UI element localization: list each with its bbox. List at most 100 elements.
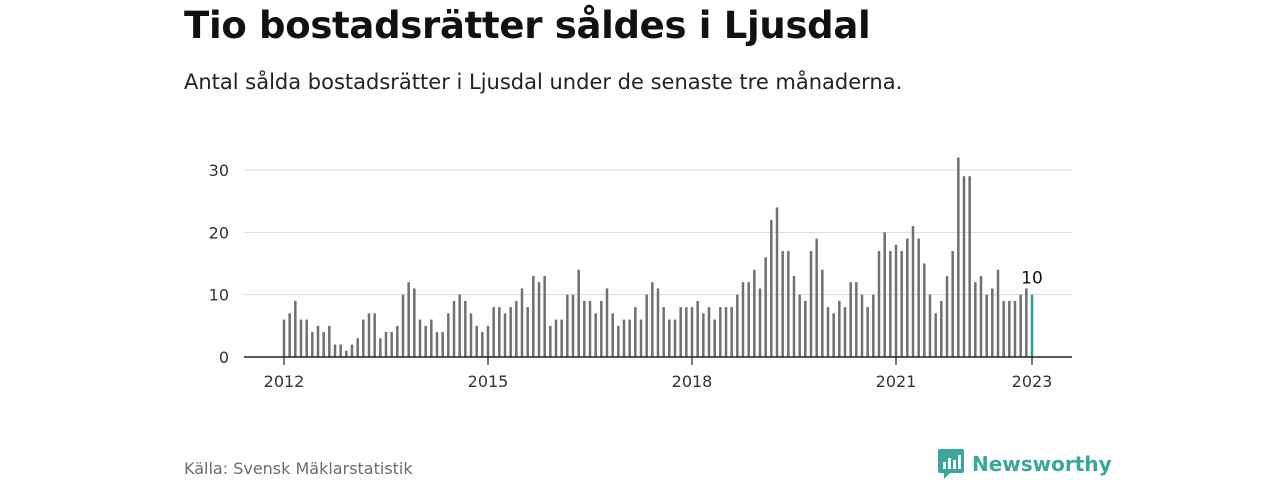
bar [860,294,864,357]
bar [1025,288,1028,357]
bar [435,332,439,357]
bar [872,294,875,357]
bar [1019,294,1022,357]
bar [826,307,830,357]
bar [339,344,342,357]
bar [299,319,303,357]
newsworthy-logo-icon [938,449,964,479]
y-tick-label: 20 [209,223,229,242]
bar [498,307,501,357]
bar [282,319,286,357]
gridlines [244,169,1072,296]
bar [560,319,563,357]
bar [492,307,495,357]
bar [464,300,467,357]
bar [458,294,461,357]
bar [588,300,592,357]
brand-name: Newsworthy [972,452,1112,476]
bar [832,313,835,357]
bar [934,313,937,357]
bar [441,332,444,357]
bar [401,294,405,357]
bar [991,288,994,357]
bar [622,319,626,357]
bar [1008,300,1011,357]
bar [713,319,716,357]
bar [628,319,631,357]
bar [685,307,688,357]
bar [770,219,773,357]
bar [741,282,745,357]
x-tick-label: 2021 [876,372,917,391]
bar [294,300,297,357]
bar [316,325,320,357]
bar [798,294,801,357]
bar [696,300,699,357]
bar [957,157,960,357]
bar [866,307,869,357]
bar [566,294,569,357]
bar [838,300,841,357]
bar [968,176,971,357]
last-value-label: 10 [1021,269,1043,289]
y-tick-label: 10 [209,286,229,305]
bar [747,282,750,357]
bar [673,319,677,357]
bar [503,313,507,357]
bar [962,176,966,357]
bar [804,300,807,357]
bar [532,275,535,357]
bar-highlight [1030,294,1034,357]
bar [639,319,643,357]
bar [781,251,784,357]
bar [418,319,422,357]
bar [373,313,376,357]
bar [430,319,433,357]
bar [877,251,881,357]
bar [945,275,949,357]
bar [974,282,977,357]
bar [407,282,410,357]
bar [311,332,314,357]
bar [384,332,388,357]
bar [333,344,337,357]
bar [809,251,813,357]
bar [979,275,983,357]
bar [730,307,733,357]
bar [855,282,858,357]
bar [894,244,898,357]
bar [883,232,886,357]
bar [911,226,915,357]
bar [554,319,558,357]
bar [1002,300,1005,357]
bar [322,332,325,357]
bars [282,157,1034,357]
source-note: Källa: Svensk Mäklarstatistik [184,459,413,478]
bar [923,263,926,357]
bar [928,294,932,357]
bar [940,300,943,357]
bar [690,307,694,357]
bar [951,251,954,357]
bar [515,300,518,357]
bar [390,332,393,357]
bar [424,325,427,357]
bar [413,288,416,357]
bar [549,325,552,357]
bar [707,307,711,357]
y-tick-label: 30 [209,161,229,180]
bar [645,294,648,357]
bar [362,319,365,357]
bar [843,307,847,357]
bar [764,257,767,357]
bar [611,313,614,357]
bar [526,307,529,357]
brand-logo[interactable]: Newsworthy [938,449,1112,479]
bar [594,313,597,357]
bar [662,307,665,357]
bar [656,288,660,357]
x-tick-label: 2023 [1012,372,1053,391]
bar [356,338,359,357]
bar [367,313,371,357]
x-tick-label: 2012 [264,372,305,391]
